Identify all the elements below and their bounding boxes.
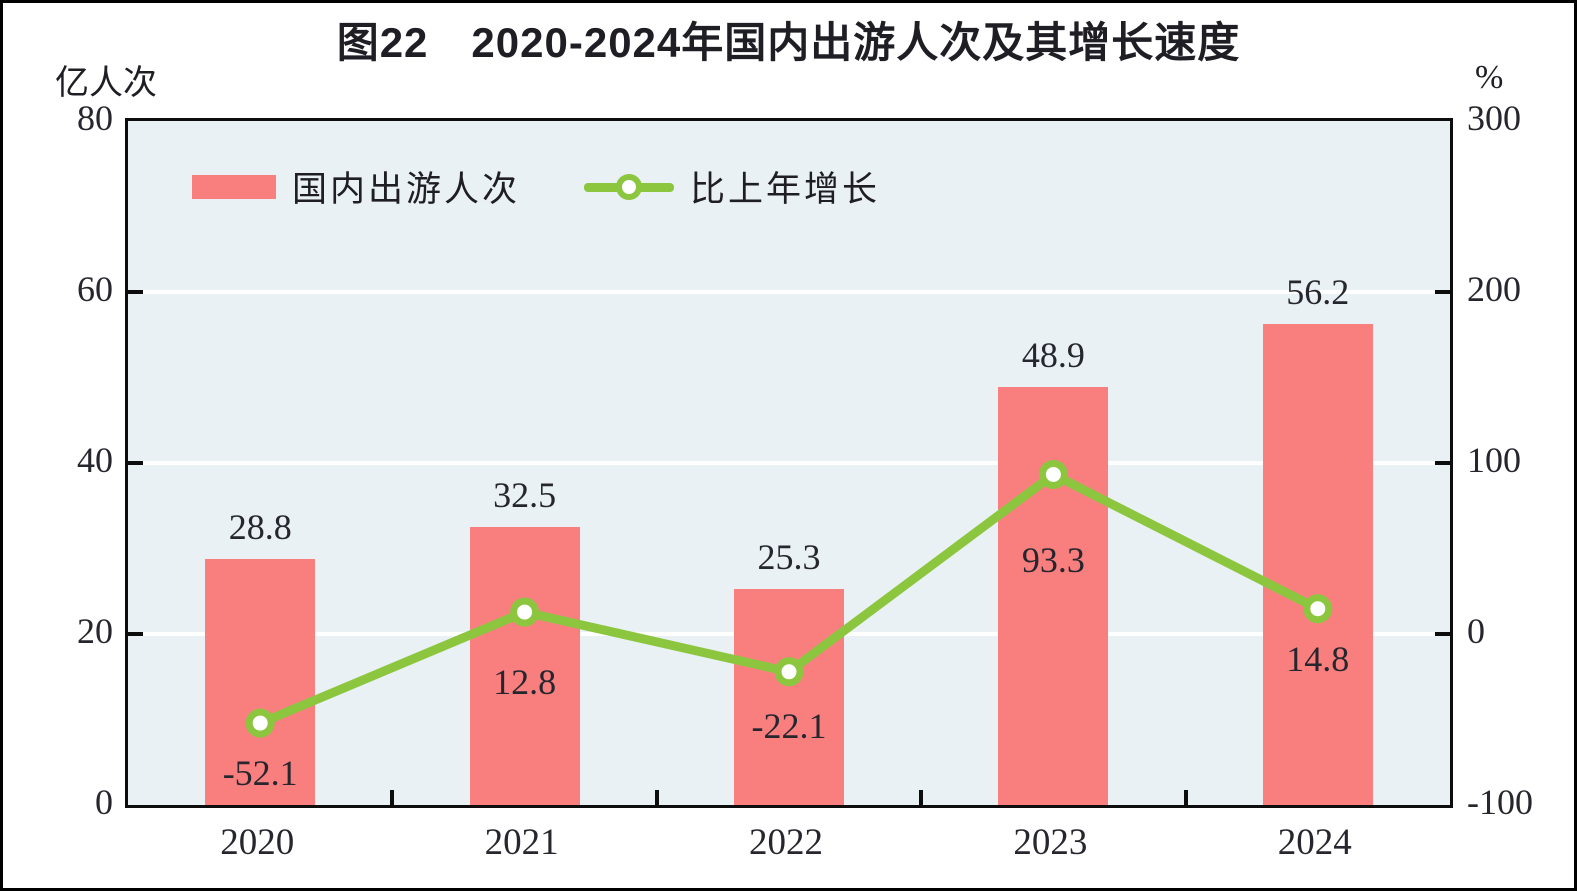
x-axis-tick-1	[390, 790, 395, 805]
bar-2023	[998, 386, 1109, 805]
left-axis-tick-40	[128, 461, 143, 465]
left-axis-tick-20	[128, 632, 143, 636]
right-axis-label-0: 0	[1467, 611, 1485, 651]
bar-value-label-2023: 48.9	[1021, 334, 1085, 375]
line-swatch-marker-icon	[616, 173, 643, 200]
line-marker-2021	[510, 597, 540, 627]
right-axis-tick-60	[1435, 290, 1450, 294]
left-axis-label-80: 80	[77, 98, 113, 138]
left-axis-label-0: 0	[95, 782, 113, 822]
line-marker-2024	[1303, 594, 1333, 624]
left-axis-label-60: 60	[77, 269, 113, 309]
bar-value-label-2020: 28.8	[228, 506, 292, 547]
x-axis-label-2021: 2021	[484, 822, 559, 863]
legend-item-bar-series: 国内出游人次	[192, 161, 520, 212]
x-axis-tick-3	[919, 790, 924, 805]
right-axis-unit-label: %	[1475, 59, 1504, 96]
line-marker-2023	[1038, 459, 1068, 489]
line-value-label-2021: 12.8	[493, 662, 557, 703]
plot-area: 28.8 32.5 25.3 48.9 56.2 -52.1 12.8 -22.1 93.3 14…	[125, 118, 1453, 808]
left-axis-label-20: 20	[77, 611, 113, 651]
x-axis-label-2020: 2020	[220, 822, 295, 863]
right-axis-tick-40	[1435, 461, 1450, 465]
line-marker-2022	[774, 657, 804, 687]
bar-series-swatch-icon	[192, 174, 276, 199]
bar-value-label-2021: 32.5	[493, 475, 557, 516]
left-axis-unit-label: 亿人次	[55, 64, 157, 102]
line-value-label-2023: 93.3	[1021, 540, 1085, 581]
x-axis-label-2022: 2022	[749, 822, 823, 863]
bar-value-label-2024: 56.2	[1286, 272, 1350, 313]
line-value-label-2022: -22.1	[751, 705, 827, 746]
bar-2021	[469, 527, 580, 805]
gridline-60	[128, 290, 1450, 294]
bar-value-label-2022: 25.3	[757, 536, 821, 577]
legend-line-label: 比上年增长	[690, 170, 881, 209]
bar-2024	[1262, 324, 1373, 805]
right-axis-label-300: 300	[1467, 98, 1521, 138]
legend-item-line-series: 比上年增长	[520, 161, 880, 212]
line-value-label-2020: -52.1	[222, 753, 298, 794]
x-axis-label-2023: 2023	[1013, 822, 1088, 863]
left-axis-label-40: 40	[77, 440, 113, 480]
line-marker-2020	[245, 708, 275, 738]
line-value-label-2024: 14.8	[1286, 638, 1350, 679]
chart-legend: 国内出游人次 比上年增长	[192, 161, 880, 212]
left-axis-tick-60	[128, 290, 143, 294]
right-axis-tick-20	[1435, 632, 1450, 636]
bar-2022	[734, 588, 844, 805]
right-axis-label--100: -100	[1467, 782, 1533, 822]
chart-title: 图22 2020-2024年国内出游人次及其增长速度	[336, 19, 1241, 66]
growth-line-series	[245, 459, 1333, 738]
bar-2020	[205, 558, 316, 805]
line-series-swatch-icon	[584, 172, 675, 202]
right-axis-label-200: 200	[1467, 269, 1521, 309]
right-axis-label-100: 100	[1467, 440, 1521, 480]
legend-bar-label: 国内出游人次	[292, 170, 521, 209]
x-axis-label-2024: 2024	[1277, 822, 1352, 863]
x-axis-tick-2	[654, 790, 659, 805]
x-axis-tick-4	[1183, 790, 1188, 805]
gridline-40	[128, 461, 1450, 465]
